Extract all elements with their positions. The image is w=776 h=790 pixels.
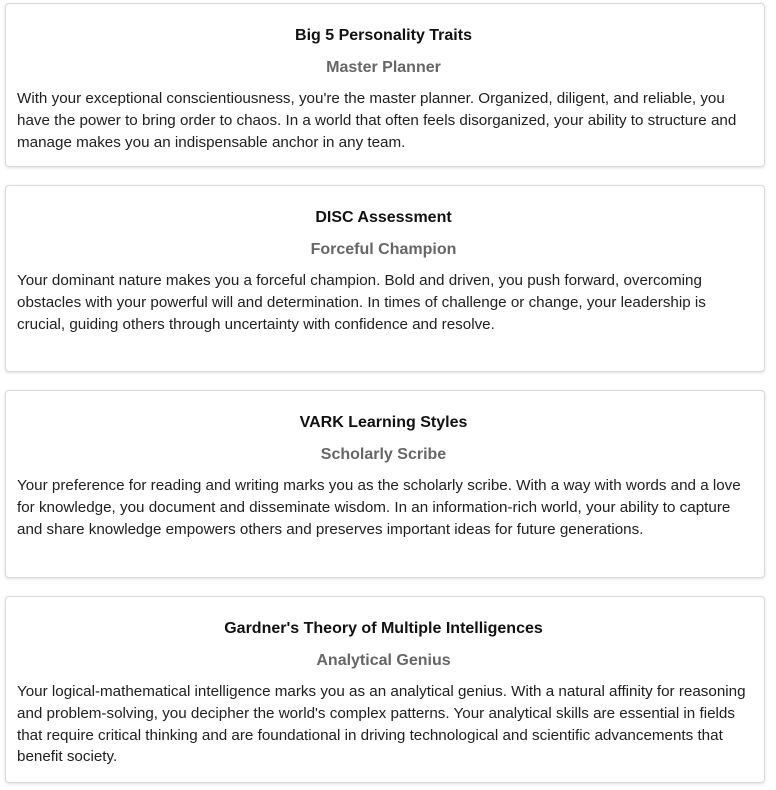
result-card-gardner: Gardner's Theory of Multiple Intelligenc… bbox=[5, 596, 765, 783]
result-card-disc: DISC Assessment Forceful Champion Your d… bbox=[5, 185, 765, 372]
card-description: Your preference for reading and writing … bbox=[17, 477, 741, 538]
card-description: With your exceptional conscientiousness,… bbox=[17, 90, 737, 151]
card-title: VARK Learning Styles bbox=[299, 414, 468, 431]
result-card-vark: VARK Learning Styles Scholarly Scribe Yo… bbox=[5, 390, 765, 578]
card-subtitle: Analytical Genius bbox=[316, 652, 451, 669]
card-subtitle: Scholarly Scribe bbox=[320, 446, 447, 463]
card-title: DISC Assessment bbox=[315, 209, 452, 226]
card-subtitle: Forceful Champion bbox=[310, 241, 457, 258]
card-title: Big 5 Personality Traits bbox=[295, 27, 472, 44]
card-title: Gardner's Theory of Multiple Intelligenc… bbox=[224, 620, 543, 637]
card-description: Your dominant nature makes you a forcefu… bbox=[17, 272, 706, 333]
result-card-big5: Big 5 Personality Traits Master Planner … bbox=[5, 3, 765, 167]
card-description: Your logical-mathematical intelligence m… bbox=[17, 683, 746, 766]
card-subtitle: Master Planner bbox=[326, 59, 441, 76]
